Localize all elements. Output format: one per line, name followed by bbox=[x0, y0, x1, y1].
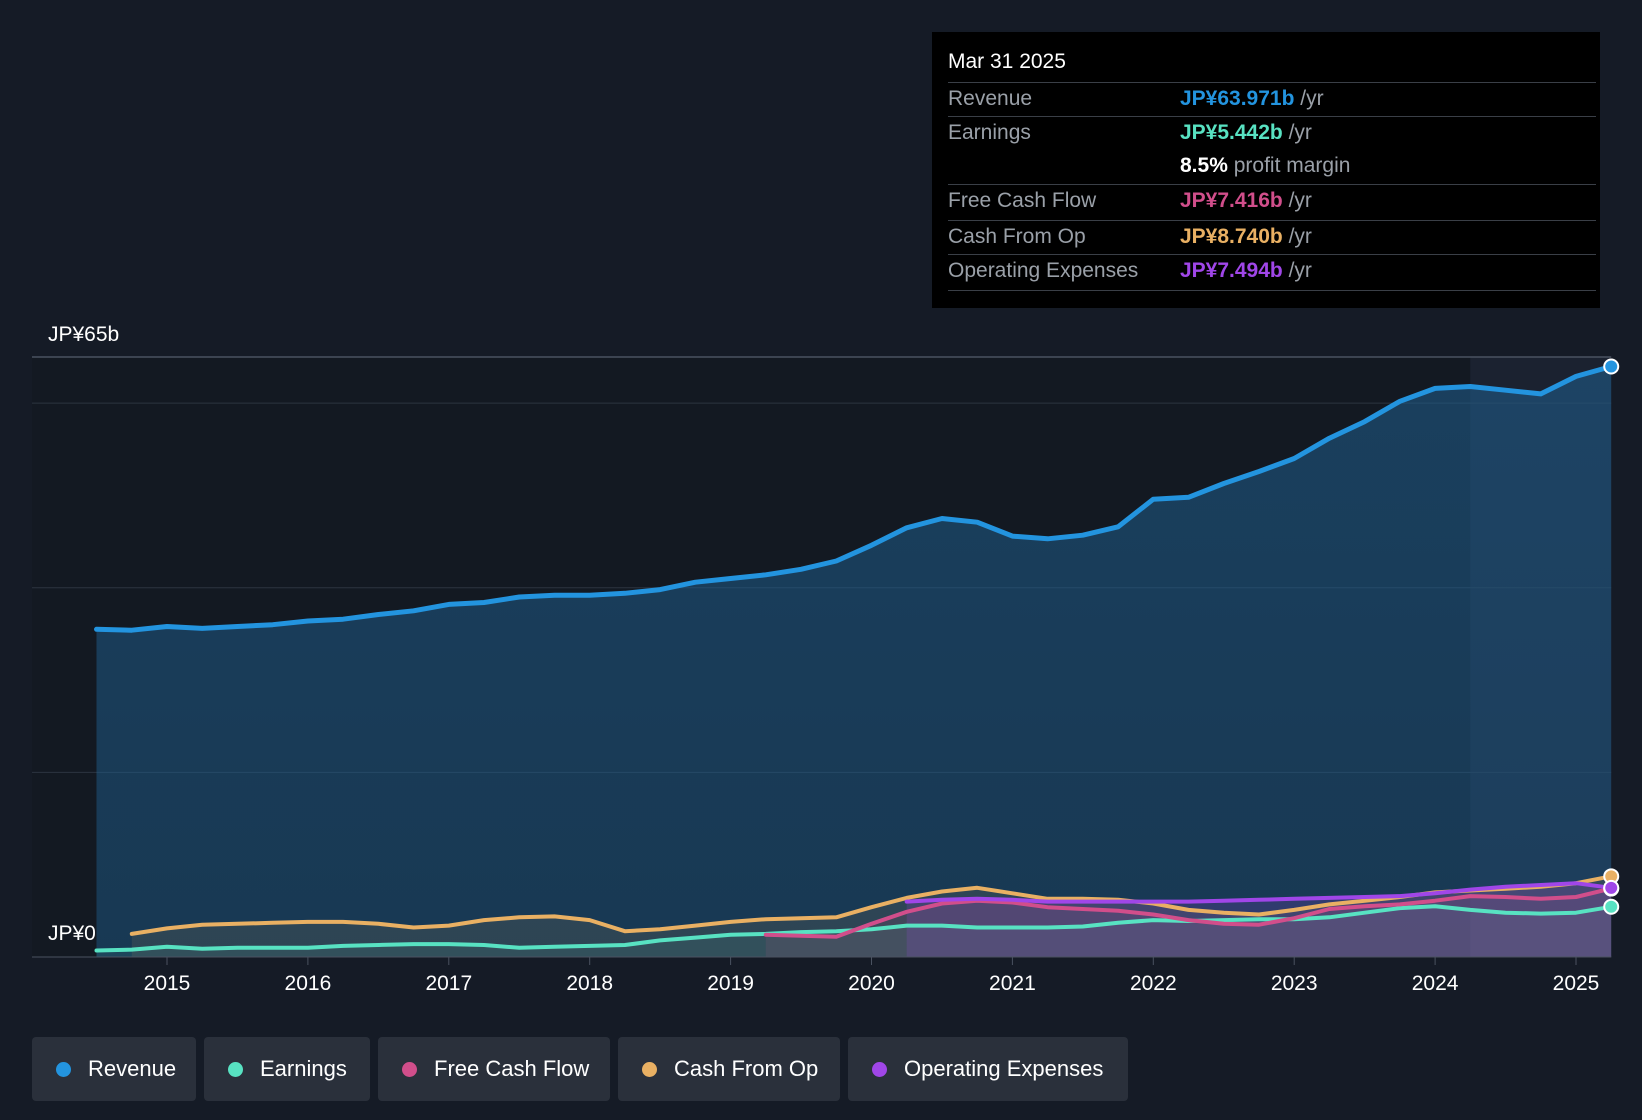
legend-label: Operating Expenses bbox=[904, 1056, 1104, 1081]
series-line-operating-expenses bbox=[904, 881, 1614, 904]
tooltip-row-revenue: Revenue JP¥63.971b /yr bbox=[948, 82, 1596, 117]
tooltip-row-operating-expenses: Operating Expenses JP¥7.494b /yr bbox=[948, 254, 1596, 289]
y-axis-top-label: JP¥65b bbox=[48, 323, 119, 346]
tooltip-label: Earnings bbox=[948, 121, 1031, 144]
series-area-cash-from-op bbox=[131, 876, 1612, 957]
y-axis-bottom-label: JP¥0 bbox=[48, 922, 96, 945]
legend-item-operating-expenses[interactable]: Operating Expenses bbox=[848, 1037, 1128, 1101]
series-line-revenue bbox=[94, 364, 1614, 633]
x-tick-label: 2023 bbox=[1271, 972, 1318, 995]
tooltip-row-cash-from-op: Cash From Op JP¥8.740b /yr bbox=[948, 220, 1596, 255]
end-marker-revenue bbox=[1603, 358, 1620, 375]
tooltip-value: JP¥63.971b /yr bbox=[1180, 87, 1324, 110]
legend-label: Revenue bbox=[88, 1056, 177, 1081]
legend-dot-icon bbox=[642, 1062, 657, 1077]
x-tick-label: 2020 bbox=[848, 972, 895, 995]
series-line-free-cash-flow bbox=[763, 886, 1614, 939]
series-area-revenue bbox=[96, 366, 1612, 957]
legend-item-earnings[interactable]: Earnings bbox=[204, 1037, 370, 1101]
x-tick-label: 2025 bbox=[1553, 972, 1600, 995]
tooltip-value: JP¥7.494b /yr bbox=[1180, 259, 1312, 282]
legend-dot-icon bbox=[872, 1062, 887, 1077]
legend-label: Earnings bbox=[260, 1056, 347, 1081]
tooltip-label: Free Cash Flow bbox=[948, 189, 1097, 212]
tooltip-value: JP¥5.442b /yr bbox=[1180, 121, 1312, 144]
tooltip-date: Mar 31 2025 bbox=[948, 50, 1066, 73]
tooltip-row-free-cash-flow: Free Cash Flow JP¥7.416b /yr bbox=[948, 184, 1596, 219]
tooltip-row-profit-margin: 8.5% profit margin bbox=[948, 150, 1596, 184]
tooltip-value: JP¥8.740b /yr bbox=[1180, 225, 1312, 248]
legend-dot-icon bbox=[402, 1062, 417, 1077]
x-tick-label: 2018 bbox=[566, 972, 613, 995]
end-marker-operating-expenses bbox=[1603, 879, 1620, 896]
legend-label: Cash From Op bbox=[674, 1056, 819, 1081]
legend-item-free-cash-flow[interactable]: Free Cash Flow bbox=[378, 1037, 610, 1101]
legend-dot-icon bbox=[228, 1062, 243, 1077]
x-tick-label: 2016 bbox=[285, 972, 332, 995]
series-line-cash-from-op bbox=[129, 874, 1614, 936]
x-tick-label: 2015 bbox=[144, 972, 191, 995]
legend-label: Free Cash Flow bbox=[434, 1056, 590, 1081]
tooltip-divider bbox=[948, 290, 1596, 291]
tooltip-value: JP¥7.416b /yr bbox=[1180, 189, 1312, 212]
legend-item-cash-from-op[interactable]: Cash From Op bbox=[618, 1037, 840, 1101]
legend-dot-icon bbox=[56, 1062, 71, 1077]
legend-item-revenue[interactable]: Revenue bbox=[32, 1037, 196, 1101]
x-tick-label: 2021 bbox=[989, 972, 1036, 995]
tooltip-value: 8.5% profit margin bbox=[1180, 154, 1351, 177]
x-tick-label: 2019 bbox=[707, 972, 754, 995]
tooltip-label: Revenue bbox=[948, 87, 1033, 110]
tooltip-label: Cash From Op bbox=[948, 225, 1086, 248]
x-tick-label: 2024 bbox=[1412, 972, 1459, 995]
tooltip-label: Operating Expenses bbox=[948, 259, 1139, 282]
x-tick-label: 2017 bbox=[425, 972, 472, 995]
tooltip-row-earnings: Earnings JP¥5.442b /yr bbox=[948, 116, 1596, 151]
x-tick-label: 2022 bbox=[1130, 972, 1177, 995]
end-marker-earnings bbox=[1603, 898, 1620, 915]
data-tooltip: Mar 31 2025 Revenue JP¥63.971b /yr Earni… bbox=[932, 32, 1600, 308]
